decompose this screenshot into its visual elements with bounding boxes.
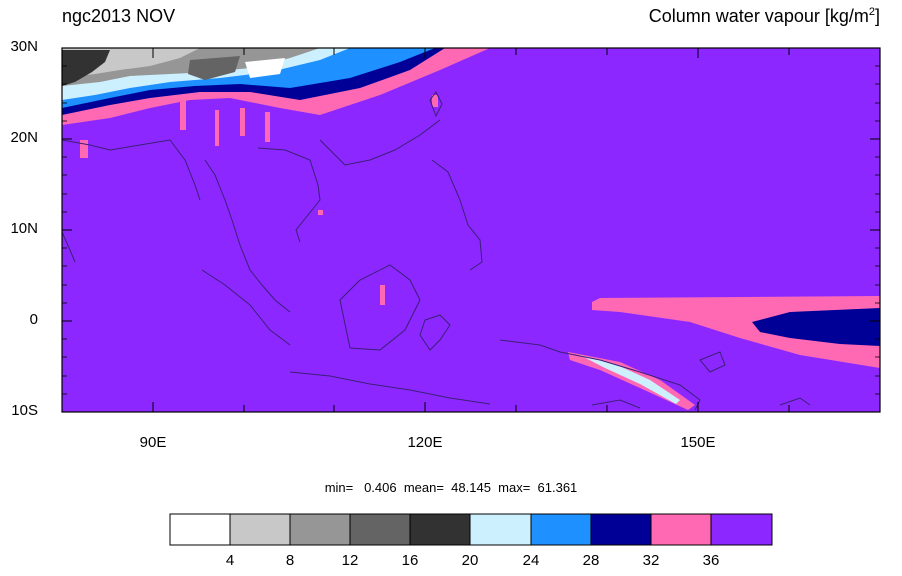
moisture-equatorial-tongue bbox=[592, 296, 880, 368]
moisture-north-bands bbox=[62, 48, 490, 125]
title-right-close: ] bbox=[874, 6, 880, 26]
title-right-text: Column water vapour [kg/m bbox=[648, 6, 869, 26]
lat-minor-ticks bbox=[62, 65, 880, 395]
colorbar-tick-16: 16 bbox=[401, 552, 419, 569]
new-guinea-specks bbox=[568, 352, 695, 410]
lat-label-10n: 10N bbox=[10, 220, 38, 237]
lon-label-120e: 120E bbox=[407, 434, 443, 451]
coastlines bbox=[61, 91, 811, 411]
lon-ticks bbox=[152, 48, 790, 412]
lon-label-150e: 150E bbox=[680, 434, 716, 451]
colorbar-tick-20: 20 bbox=[461, 552, 479, 569]
title-right-exponent: 2 bbox=[868, 6, 875, 18]
colorbar-box-6 bbox=[530, 513, 592, 546]
lat-label-20n: 20N bbox=[10, 129, 38, 146]
colorbar-box-0 bbox=[169, 513, 231, 546]
colorbar-box-7 bbox=[590, 513, 652, 546]
colorbar-box-3 bbox=[349, 513, 411, 546]
colorbar bbox=[169, 513, 773, 546]
lat-label-10s: 10S bbox=[11, 402, 38, 419]
colorbar-tick-28: 28 bbox=[582, 552, 600, 569]
lat-label-0: 0 bbox=[29, 311, 38, 328]
colorbar-tick-32: 32 bbox=[642, 552, 660, 569]
colorbar-box-4 bbox=[409, 513, 471, 546]
moisture-speckles bbox=[80, 95, 438, 305]
field-stats: min= 0.406 mean= 48.145 max= 61.361 bbox=[324, 480, 578, 495]
lat-label-30n: 30N bbox=[10, 38, 38, 55]
colorbar-box-2 bbox=[289, 513, 351, 546]
colorbar-box-5 bbox=[469, 513, 532, 546]
plot-title-left: ngc2013 NOV bbox=[62, 6, 176, 26]
colorbar-box-1 bbox=[229, 513, 291, 546]
colorbar-box-8 bbox=[650, 513, 712, 546]
lat-ticks bbox=[62, 47, 880, 413]
colorbar-tick-8: 8 bbox=[285, 552, 295, 569]
colorbar-tick-36: 36 bbox=[702, 552, 720, 569]
colorbar-box-9 bbox=[710, 513, 773, 546]
lon-label-90e: 90E bbox=[139, 434, 167, 451]
map-field bbox=[62, 48, 880, 412]
colorbar-tick-4: 4 bbox=[225, 552, 235, 569]
colorbar-tick-12: 12 bbox=[341, 552, 359, 569]
plot-title-right: Column water vapour [kg/m2] bbox=[649, 6, 880, 27]
colorbar-tick-24: 24 bbox=[522, 552, 540, 569]
